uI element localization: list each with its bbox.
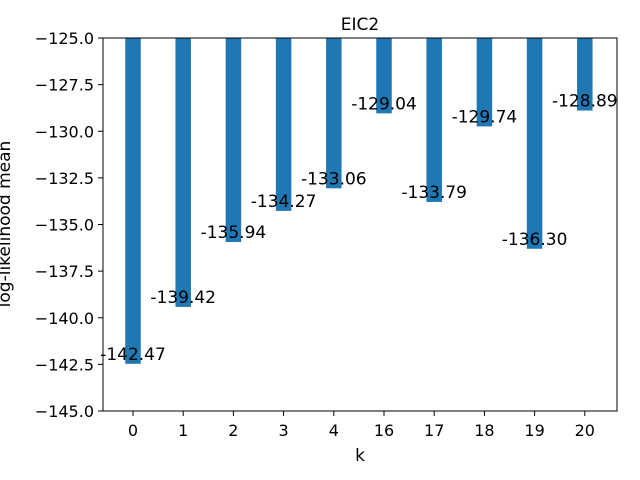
y-axis: −125.0 −127.5 −130.0 −132.5 −135.0 −137.5 −140…: [35, 29, 103, 421]
y-axis-label: log-likelihood mean: [0, 141, 15, 308]
x-tick-label-19: 19: [524, 421, 544, 440]
data-label-16: -129.04: [351, 94, 417, 114]
x-axis-label: k: [355, 446, 365, 466]
y-tick-label: −132.5: [35, 169, 94, 188]
data-labels-layer: -142.47 -139.42 -135.94 -134.27 -133.06 -129.…: [100, 92, 617, 365]
x-tick-label-17: 17: [424, 421, 444, 440]
data-label-18: -129.74: [452, 107, 518, 127]
x-tick-label-0: 0: [128, 421, 138, 440]
bar-20: [577, 38, 593, 111]
x-tick-label-16: 16: [374, 421, 394, 440]
y-tick-label: −130.0: [35, 122, 94, 141]
data-label-1: -139.42: [150, 288, 216, 308]
y-tick-label: −127.5: [35, 76, 94, 95]
bar-16: [376, 38, 392, 114]
x-tick-label-18: 18: [474, 421, 494, 440]
data-label-19: -136.30: [502, 230, 568, 250]
data-label-2: -135.94: [201, 223, 267, 243]
bar-1: [175, 38, 191, 307]
bar-4: [326, 38, 342, 189]
y-tick-label: −142.5: [35, 355, 94, 374]
data-label-20: -128.89: [552, 92, 618, 112]
bar-18: [476, 38, 493, 127]
data-label-17: -133.79: [401, 183, 467, 203]
bar-3: [275, 38, 292, 211]
bar-17: [426, 38, 442, 202]
data-label-4: -133.06: [301, 169, 367, 189]
y-tick-label: −137.5: [35, 262, 94, 281]
x-axis: 0 1 2 3 4 16 17 18 19 20: [128, 411, 595, 440]
data-label-0: -142.47: [100, 345, 166, 365]
x-tick-label-4: 4: [329, 421, 339, 440]
x-tick-label-1: 1: [178, 421, 188, 440]
y-tick-label: −140.0: [35, 309, 94, 328]
bar-2: [225, 38, 242, 243]
x-tick-label-2: 2: [228, 421, 238, 440]
data-label-3: -134.27: [251, 192, 317, 212]
bar-0: [125, 38, 141, 364]
x-tick-label-20: 20: [575, 421, 595, 440]
chart-title: EIC2: [341, 15, 379, 35]
y-tick-label: −135.0: [35, 216, 94, 235]
x-tick-label-3: 3: [279, 421, 289, 440]
y-tick-label: −145.0: [35, 402, 94, 421]
bars-layer: [125, 38, 593, 364]
y-tick-label: −125.0: [35, 29, 94, 48]
bar-19: [526, 38, 543, 249]
